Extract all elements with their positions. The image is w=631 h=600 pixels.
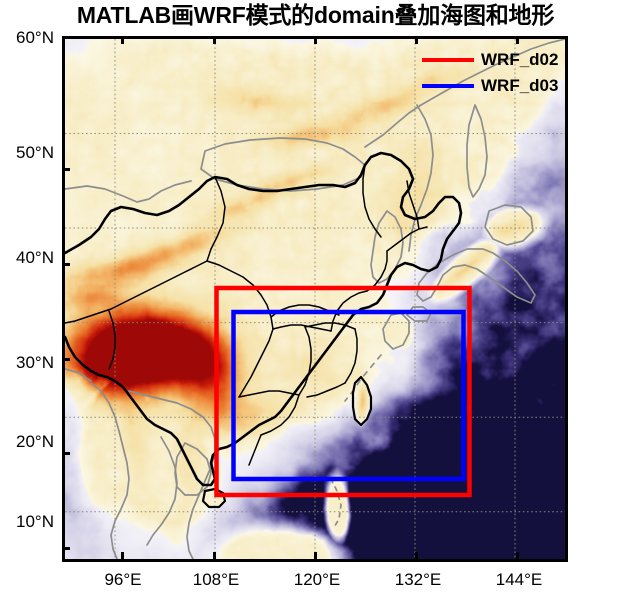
legend: WRF_d02 WRF_d03	[422, 47, 565, 99]
xtick-label-108e: 108°E	[192, 570, 240, 589]
prov-yunnan-guizhou	[238, 390, 300, 398]
xtick-mark-top-132e	[415, 37, 418, 44]
prov-sichuan-west	[238, 328, 274, 398]
prov-heilongjiang-border	[406, 180, 420, 230]
kyushu-island	[382, 312, 410, 350]
korea-outline	[370, 210, 404, 284]
legend-label-wrf-d02: WRF_d02	[481, 50, 559, 69]
ytick-label-10n: 10°N	[16, 512, 54, 531]
ytick-label-40n: 40°N	[16, 248, 54, 267]
prov-xinjiang-east	[206, 176, 226, 262]
prov-hubei-anhui	[304, 322, 356, 330]
xtick-mark-96e	[121, 552, 124, 559]
china-border-path	[65, 151, 463, 487]
legend-entry-wrf-d02: WRF_d02	[422, 47, 565, 73]
sikhote-alin-coast	[408, 104, 434, 252]
hainan-island	[201, 487, 227, 509]
central-asia-border	[65, 180, 192, 203]
prov-fujian-guangdong	[306, 382, 346, 398]
prov-jiangxi-zhejiang	[344, 328, 358, 384]
ytick-mark-20n	[63, 452, 70, 455]
ytick-label-60n: 60°N	[16, 28, 54, 47]
wrf-d03-domain-rect	[231, 309, 466, 482]
india-ne-border	[65, 368, 92, 382]
ytick-label-20n: 20°N	[16, 432, 54, 451]
mongolia-outline	[200, 137, 366, 192]
xtick-mark-132e	[415, 552, 418, 559]
thailand-outline	[146, 436, 178, 546]
ytick-label-30n: 30°N	[16, 353, 54, 372]
prov-shaanxi-north	[272, 324, 332, 332]
ryukyu-arc	[344, 354, 382, 402]
legend-label-wrf-d03: WRF_d03	[481, 76, 559, 95]
ytick-label-50n: 50°N	[16, 143, 54, 162]
myanmar-west-coast	[90, 382, 130, 559]
luzon-coast	[330, 478, 342, 530]
xtick-mark-top-96e	[121, 37, 124, 44]
legend-swatch-wrf-d03	[422, 84, 474, 88]
xtick-mark-108e	[213, 552, 216, 559]
map-axes[interactable]: WRF_d02 WRF_d03	[62, 36, 568, 562]
prov-hebei-liaoning	[366, 250, 388, 292]
ytick-mark-10n	[63, 547, 70, 550]
hokkaido-island	[484, 204, 534, 246]
prov-guangxi-south	[248, 434, 262, 466]
ytick-mark-50n	[63, 168, 70, 171]
sakhalin-island	[466, 104, 488, 198]
legend-swatch-wrf-d02	[422, 58, 474, 62]
prov-tibet-south	[108, 310, 116, 370]
xtick-label-132e: 132°E	[394, 570, 442, 589]
xtick-mark-144e	[516, 552, 519, 559]
honshu-island	[416, 248, 536, 304]
xtick-mark-120e	[314, 552, 317, 559]
legend-entry-wrf-d03: WRF_d03	[422, 73, 565, 99]
prov-henan-shandong	[330, 290, 368, 332]
xtick-label-96e: 96°E	[104, 570, 142, 589]
prov-guangxi-border	[260, 394, 300, 436]
xtick-mark-top-120e	[314, 37, 317, 44]
xtick-label-120e: 120°E	[293, 570, 341, 589]
page-title: MATLAB画WRF模式的domain叠加海图和地形	[76, 2, 555, 28]
cambodia-outline	[174, 442, 212, 496]
xtick-mark-top-144e	[516, 37, 519, 44]
china-province-boundaries	[65, 164, 428, 466]
prov-hunan-east	[298, 326, 312, 396]
indochina-east	[128, 390, 216, 559]
ytick-mark-40n	[63, 263, 70, 266]
ytick-mark-30n	[63, 358, 70, 361]
xtick-label-144e: 144°E	[495, 570, 543, 589]
prov-tibet-north	[65, 260, 208, 324]
map-vector-overlay	[65, 39, 565, 559]
prov-jilin-border	[386, 226, 428, 252]
shikoku-island	[406, 306, 432, 322]
xtick-mark-top-108e	[213, 37, 216, 44]
wrf-d02-domain-rect	[214, 285, 472, 498]
prov-inner-mongolia-east	[362, 164, 382, 238]
taiwan-island	[351, 375, 373, 427]
